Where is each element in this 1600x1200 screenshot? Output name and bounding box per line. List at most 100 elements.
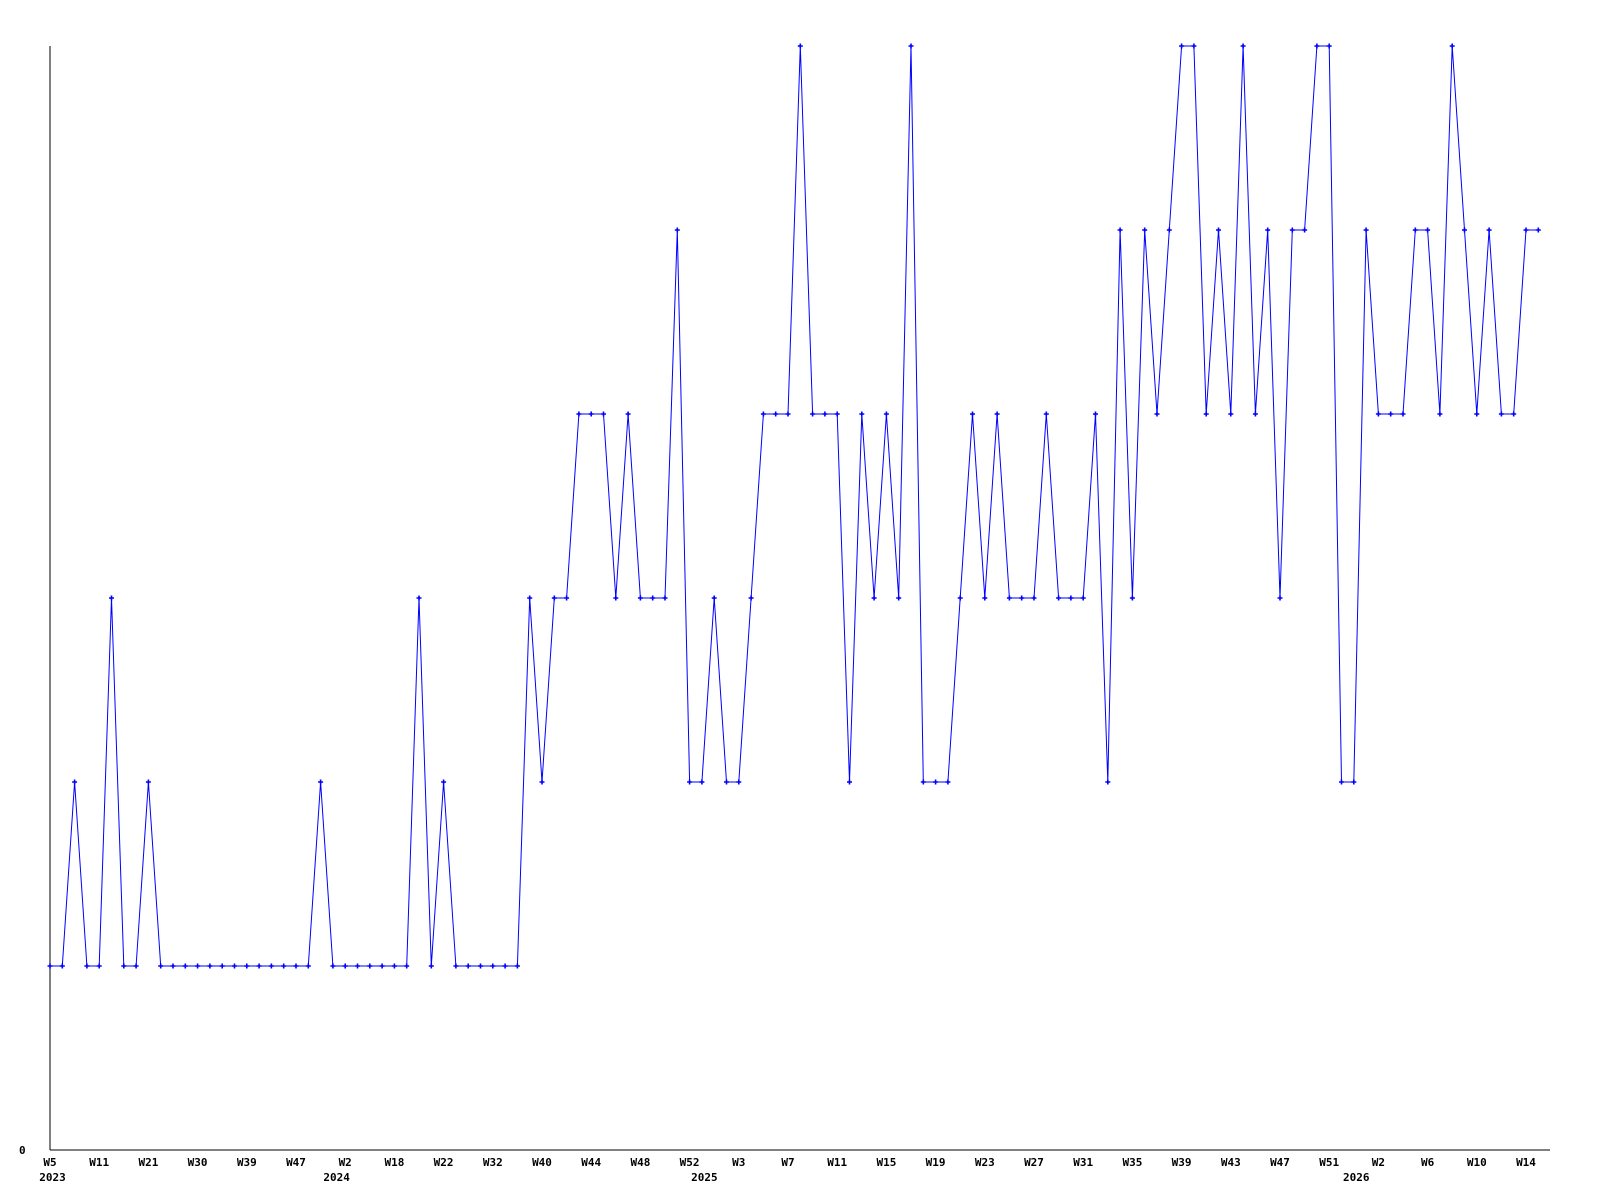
data-point [318,779,324,785]
data-point [1351,779,1357,785]
x-tick-label: W27 [1024,1156,1044,1169]
data-point [465,963,471,969]
data-point [1093,411,1098,417]
data-point [1240,43,1246,49]
data-point [957,595,963,601]
x-tick-label: W23 [975,1156,995,1169]
x-tick-label: W19 [926,1156,946,1169]
data-point [1326,43,1332,49]
data-point [330,963,336,969]
data-point [613,595,619,601]
data-point [1535,227,1541,233]
data-point [391,963,397,969]
x-tick-label: W35 [1122,1156,1142,1169]
data-point [305,963,311,969]
data-point [1486,227,1492,233]
data-point [994,411,1000,417]
x-tick-label: W11 [827,1156,847,1169]
data-point [355,963,360,969]
data-point [416,595,422,601]
data-point [281,963,287,969]
data-point [1339,779,1344,785]
data-point [1498,411,1504,417]
year-labels: 2023 2024 2025 2026 [39,1171,1370,1184]
data-point [551,595,557,601]
data-point [847,779,852,785]
data-point [625,411,631,417]
data-point [170,963,176,969]
data-point [1425,227,1431,233]
x-tick-label: W39 [1172,1156,1192,1169]
data-point [1277,595,1283,601]
x-tick-label: W51 [1319,1156,1339,1169]
x-tick-label: W6 [1421,1156,1435,1169]
data-point [207,963,213,969]
x-tick-label: W2 [1372,1156,1385,1169]
data-point [970,411,975,417]
year-label: 2025 [691,1171,718,1184]
data-point [736,779,742,785]
data-point [1154,411,1160,417]
data-point [244,963,250,969]
data-point [1228,411,1234,417]
data-point [379,963,385,969]
data-point [674,227,680,233]
data-point [773,411,779,417]
data-point [428,963,434,969]
x-tick-label: W52 [680,1156,700,1169]
x-tick-label: W7 [781,1156,794,1169]
data-point [1523,227,1529,233]
x-tick-label: W43 [1221,1156,1241,1169]
data-point [1056,595,1062,601]
data-point [195,963,201,969]
data-point [637,595,643,601]
data-point [1043,411,1049,417]
year-label: 2026 [1343,1171,1370,1184]
x-tick-label: W2 [339,1156,352,1169]
data-point [564,595,570,601]
data-point [268,963,274,969]
data-point [920,779,926,785]
data-point [1412,227,1418,233]
data-point [96,963,102,969]
data-point [711,595,717,601]
data-point [1400,411,1406,417]
x-tick-label: W31 [1073,1156,1093,1169]
data-point [945,779,951,785]
x-tick-label: W3 [732,1156,745,1169]
data-point [1474,411,1480,417]
data-point [490,963,496,969]
data-point [1006,595,1012,601]
x-tick-label: W21 [138,1156,158,1169]
data-point [822,411,828,417]
x-tick-label: W44 [581,1156,601,1169]
data-point [441,779,447,785]
data-point [502,963,508,969]
data-point [687,779,693,785]
data-point [1363,227,1369,233]
data-point [1105,779,1111,785]
series-line [50,45,1539,967]
data-point [293,963,299,969]
x-tick-label: W39 [237,1156,257,1169]
data-point [1166,227,1172,233]
data-point [256,963,262,969]
x-tick-label: W47 [1270,1156,1290,1169]
x-tick-label: W32 [483,1156,503,1169]
x-tick-label: W48 [630,1156,650,1169]
x-tick-labels: W5 W11 W21 W30 W39 W47 W2 W18 W22 W32 W40 W44 W48 W52… [43,1156,1536,1169]
data-point [1289,227,1295,233]
data-point [1265,227,1271,233]
data-point [109,595,114,601]
data-point [1375,411,1381,417]
data-point [158,963,164,969]
year-label: 2024 [323,1171,350,1184]
x-tick-label: W22 [434,1156,454,1169]
data-point [871,595,877,601]
data-point [1302,227,1308,233]
data-point [121,963,127,969]
series-markers [47,43,1541,969]
data-point [145,779,151,785]
data-point [1216,227,1221,233]
data-point [539,779,545,785]
